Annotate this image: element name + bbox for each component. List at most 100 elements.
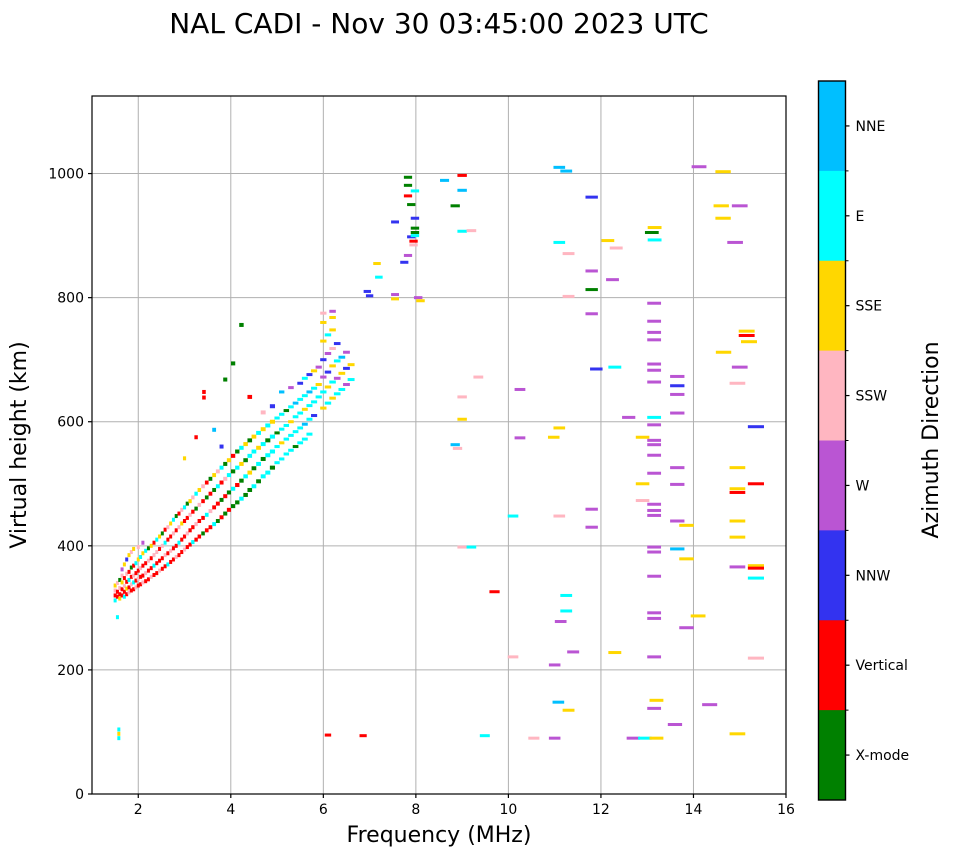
data-point [166, 525, 170, 530]
data-point [219, 497, 224, 502]
data-point [416, 299, 425, 303]
data-point [194, 435, 198, 440]
data-point [738, 333, 755, 337]
data-point [185, 501, 189, 506]
data-point [306, 373, 313, 377]
data-point [230, 361, 236, 366]
data-point [223, 494, 228, 499]
data-point [122, 589, 126, 594]
data-point [288, 433, 294, 437]
colorbar-tick-label: W [856, 478, 870, 494]
data-point [122, 594, 126, 599]
data-point [622, 415, 636, 419]
data-point [146, 568, 150, 573]
data-point [177, 553, 181, 558]
data-point [194, 506, 198, 511]
data-point [208, 476, 213, 481]
data-point [180, 507, 184, 512]
data-point [141, 573, 145, 578]
data-point [219, 480, 224, 485]
data-point [191, 495, 195, 500]
data-point [204, 480, 209, 485]
y-tick-label: 0 [75, 787, 84, 803]
data-point [702, 703, 718, 707]
data-point [265, 470, 271, 475]
data-point [235, 483, 240, 488]
data-point [403, 253, 413, 257]
data-point [171, 546, 175, 551]
data-point [413, 296, 423, 300]
data-point [219, 515, 224, 520]
data-point [265, 438, 271, 443]
data-point [201, 515, 205, 520]
data-point [235, 449, 240, 454]
data-point [182, 456, 187, 461]
data-point [713, 204, 729, 208]
data-point [230, 486, 236, 491]
data-point [134, 571, 138, 576]
data-point [306, 432, 313, 436]
data-point [347, 363, 355, 367]
data-point [215, 469, 220, 474]
data-point [212, 473, 217, 478]
data-point [606, 278, 619, 282]
data-point [235, 500, 240, 505]
data-point [679, 523, 694, 527]
data-point [139, 554, 143, 559]
data-point [230, 504, 236, 509]
data-point [747, 566, 764, 570]
data-point [548, 663, 561, 667]
data-point [311, 386, 318, 390]
data-point [647, 338, 662, 342]
data-point [457, 188, 467, 192]
data-point [410, 226, 420, 230]
data-point [301, 422, 308, 426]
y-tick-label: 400 [57, 539, 84, 555]
data-point [201, 499, 205, 504]
data-point [174, 514, 178, 519]
data-point [182, 534, 187, 539]
data-point [679, 557, 694, 561]
data-point [320, 320, 327, 324]
data-point [226, 473, 232, 478]
data-point [120, 580, 124, 585]
data-point [243, 458, 248, 463]
data-point [608, 365, 622, 369]
data-point [129, 565, 133, 570]
data-point [670, 519, 685, 523]
y-tick-label: 200 [57, 663, 84, 679]
data-point [160, 556, 164, 561]
data-point [343, 383, 350, 387]
data-point [215, 484, 220, 489]
data-point [553, 514, 566, 518]
data-point [223, 476, 228, 481]
data-point [182, 519, 187, 524]
data-point [129, 574, 133, 579]
data-point [638, 736, 652, 740]
data-point [194, 537, 198, 542]
data-point [311, 369, 318, 373]
data-point [729, 535, 746, 539]
data-point [134, 561, 138, 566]
data-point [301, 394, 308, 398]
data-point [132, 587, 136, 592]
data-point [320, 375, 327, 379]
data-point [163, 527, 167, 532]
data-point [120, 573, 124, 578]
data-point [450, 204, 460, 208]
data-point [177, 525, 181, 530]
data-point [129, 582, 133, 587]
data-point [163, 540, 167, 545]
data-point [343, 350, 350, 354]
data-point [457, 545, 467, 549]
data-point [292, 415, 299, 419]
data-point [139, 582, 143, 587]
data-point [306, 404, 313, 408]
data-point [182, 505, 187, 510]
data-point [134, 585, 138, 590]
data-point [166, 551, 170, 556]
data-point [160, 531, 164, 536]
x-tick-label: 4 [226, 802, 235, 818]
data-point [283, 437, 290, 441]
